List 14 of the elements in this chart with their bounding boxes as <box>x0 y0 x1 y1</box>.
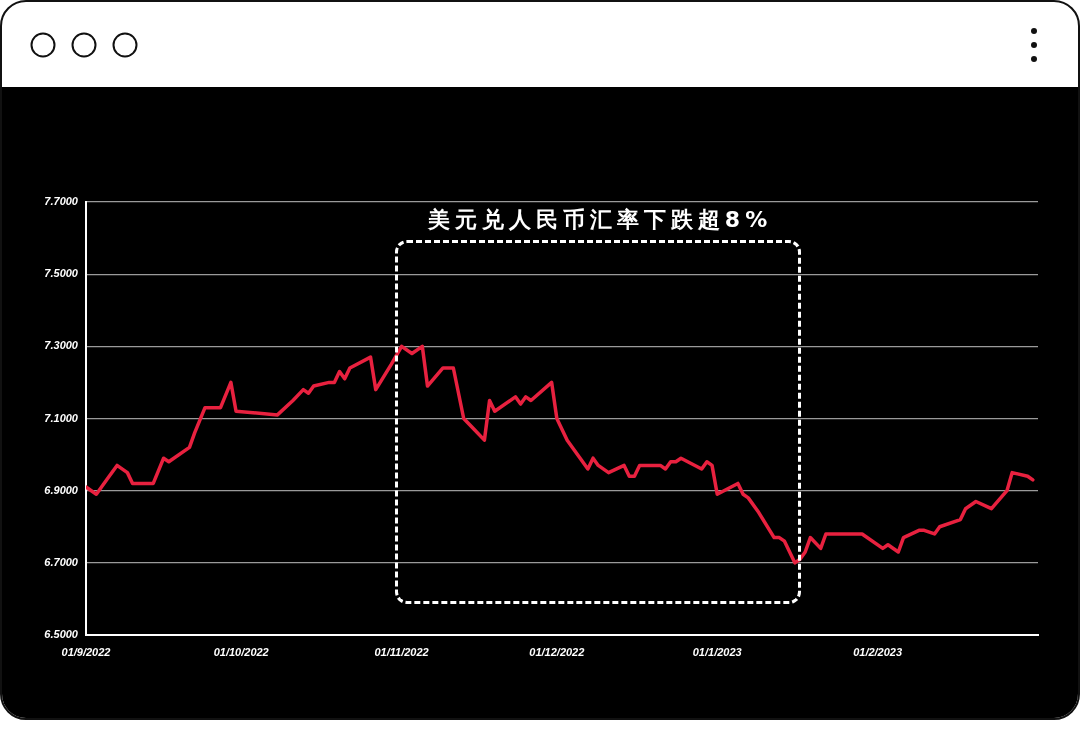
x-tick-label: 01/11/2022 <box>374 645 429 658</box>
y-tick-label: 7.5000 <box>44 267 79 280</box>
y-tick-label: 6.5000 <box>44 628 79 641</box>
x-tick-label: 01/10/2022 <box>213 645 269 658</box>
x-tick-label: 01/1/2023 <box>692 645 742 658</box>
x-tick-label: 01/12/2022 <box>529 645 585 658</box>
annotation: 美元兑人民币汇率下跌超8% <box>426 206 773 232</box>
y-tick-label: 7.1000 <box>44 411 79 424</box>
y-tick-label: 6.9000 <box>44 483 79 496</box>
x-tick-label: 01/9/2022 <box>61 645 111 658</box>
y-tick-label: 7.3000 <box>44 339 79 352</box>
y-tick-label: 6.7000 <box>44 555 79 568</box>
x-tick-label: 01/2/2023 <box>853 645 903 658</box>
y-tick-label: 7.7000 <box>44 195 79 208</box>
